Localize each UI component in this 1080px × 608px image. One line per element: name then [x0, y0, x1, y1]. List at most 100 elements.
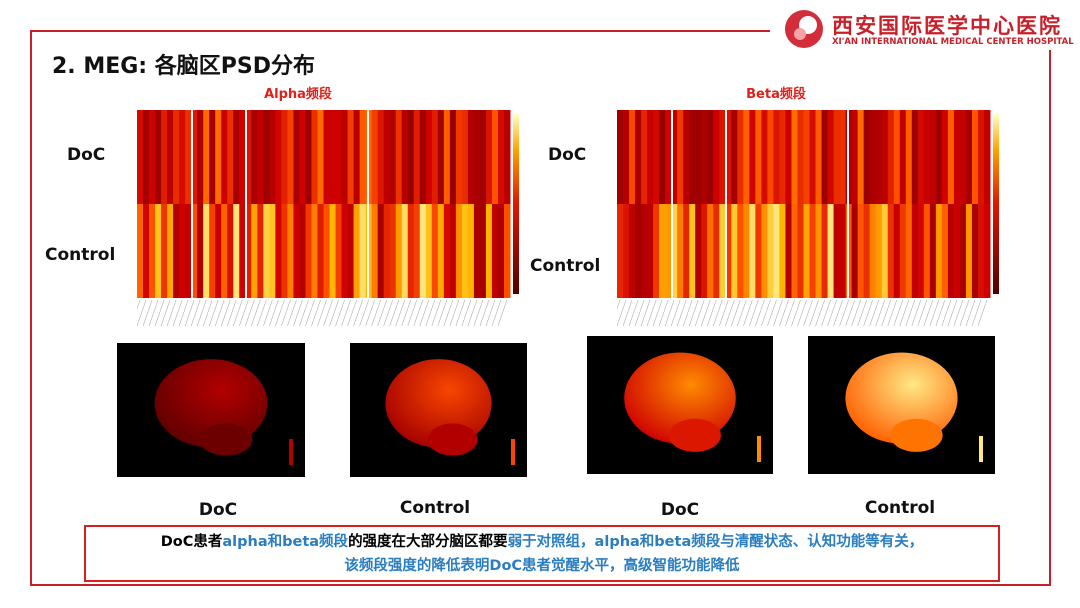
- heat-cell: [983, 110, 991, 204]
- heat-cell: [707, 110, 714, 204]
- shape: [929, 299, 940, 327]
- shape: [208, 299, 219, 327]
- heat-cell: [275, 204, 282, 298]
- shape: [371, 299, 381, 327]
- shape: [401, 299, 411, 327]
- shape: [646, 299, 657, 327]
- heat-cell: [395, 110, 403, 204]
- heat-cell: [629, 110, 636, 204]
- conclusion-box: DoC患者alpha和beta频段的强度在大部分脑区都要弱于对照组，alpha和…: [84, 525, 1000, 582]
- shape: [664, 299, 675, 327]
- heat-cell: [323, 110, 331, 204]
- heat-cell: [221, 110, 228, 204]
- heat-cell: [893, 204, 901, 298]
- shape: [773, 299, 783, 327]
- shape: [341, 299, 351, 327]
- shape: [437, 299, 448, 327]
- heat-cell: [497, 204, 505, 298]
- frame-right: [1049, 50, 1051, 586]
- heat-cell: [617, 204, 624, 298]
- heat-cell: [371, 110, 379, 204]
- conclusion-line: 该频段强度的降低表明DoC患者觉醒水平，高级智能功能降低: [344, 558, 740, 574]
- text: DoC患者: [160, 534, 223, 550]
- shape: [461, 299, 472, 327]
- heat-cell: [935, 110, 943, 204]
- shape: [713, 299, 723, 327]
- brain-label: DoC: [660, 500, 700, 520]
- heat-cell: [389, 110, 397, 204]
- heat-cell: [353, 204, 361, 298]
- heat-cell: [329, 204, 337, 298]
- shape: [893, 299, 904, 327]
- shape: [479, 299, 490, 327]
- shape: [154, 299, 165, 327]
- heat-cell: [347, 204, 355, 298]
- heat-cell: [479, 204, 487, 298]
- heat-cell: [917, 110, 925, 204]
- heat-cell: [929, 110, 937, 204]
- heat-cell: [233, 110, 240, 204]
- heat-cell: [875, 110, 883, 204]
- heat-cell: [773, 110, 780, 204]
- heat-cell: [713, 204, 720, 298]
- shape: [785, 299, 795, 327]
- shape: [815, 299, 825, 327]
- shape: [743, 299, 753, 327]
- heat-cell: [767, 204, 774, 298]
- shape: [245, 299, 255, 327]
- shape: [694, 299, 705, 327]
- heat-cell: [683, 110, 690, 204]
- heat-cell: [461, 204, 469, 298]
- shape: [923, 299, 934, 327]
- shape: [419, 299, 430, 327]
- heat-cell: [329, 110, 337, 204]
- heat-cell: [839, 110, 847, 204]
- shape: [385, 359, 492, 448]
- heat-cell: [203, 204, 210, 298]
- heat-cell: [341, 110, 349, 204]
- heat-cell: [197, 204, 204, 298]
- shape: [305, 299, 315, 327]
- shape: [941, 299, 952, 327]
- shape: [317, 299, 327, 327]
- shape: [682, 299, 693, 327]
- heat-cell: [977, 204, 985, 298]
- brain-image: [117, 343, 305, 477]
- shape: [202, 299, 213, 327]
- heat-cell: [191, 110, 193, 298]
- heat-cell: [821, 204, 829, 298]
- heat-cell: [239, 110, 246, 204]
- shape: [791, 299, 801, 327]
- heat-cell: [659, 110, 666, 204]
- shape: [761, 299, 771, 327]
- heat-cell: [671, 110, 678, 204]
- heat-cell: [761, 204, 768, 298]
- shape: [881, 299, 891, 327]
- heat-cell: [869, 204, 877, 298]
- heat-cell: [875, 204, 883, 298]
- text: alpha和beta频段: [222, 534, 349, 550]
- heat-cell: [899, 204, 907, 298]
- heat-cell: [173, 204, 180, 298]
- heat-cell: [335, 204, 343, 298]
- heat-cell: [713, 110, 720, 204]
- row-label: DoC: [67, 145, 106, 165]
- shape: [221, 299, 231, 327]
- shape: [755, 299, 765, 327]
- shape: [839, 299, 849, 327]
- heat-cell: [209, 204, 216, 298]
- shape: [622, 299, 633, 327]
- heat-cell: [413, 204, 421, 298]
- heat-cell: [671, 204, 678, 298]
- heat-cell: [317, 110, 324, 204]
- shape: [293, 299, 303, 327]
- shape: [335, 299, 345, 327]
- heat-cell: [821, 110, 829, 204]
- shape: [275, 299, 285, 327]
- shape: [407, 299, 417, 327]
- heat-cell: [887, 204, 895, 298]
- heat-cell: [335, 110, 343, 204]
- heat-cell: [695, 204, 702, 298]
- heat-cell: [413, 110, 421, 204]
